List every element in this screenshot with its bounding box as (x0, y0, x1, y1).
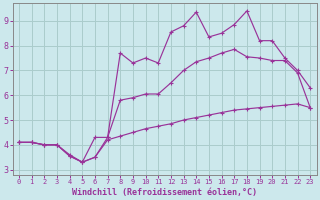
X-axis label: Windchill (Refroidissement éolien,°C): Windchill (Refroidissement éolien,°C) (72, 188, 257, 197)
